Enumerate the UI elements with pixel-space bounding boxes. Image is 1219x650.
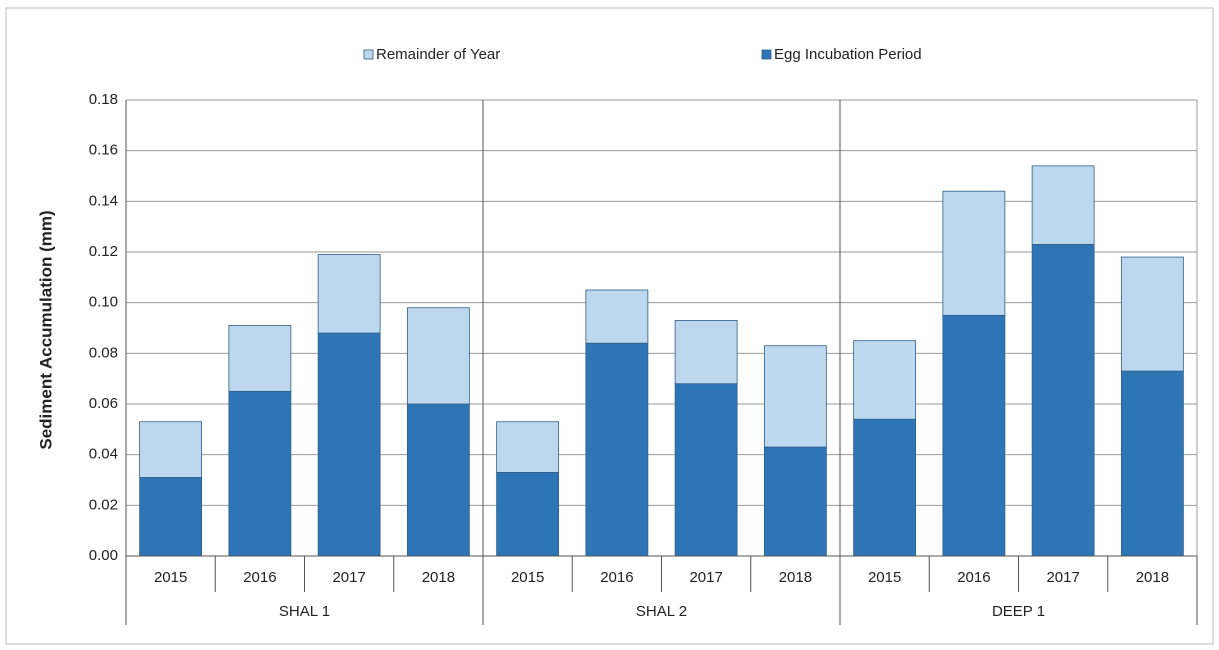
y-tick-label: 0.06 (89, 395, 118, 412)
y-tick-label: 0.00 (89, 547, 118, 564)
bar-segment (406, 403, 470, 557)
bar-segment (942, 190, 1006, 316)
legend-label: Egg Incubation Period (774, 46, 922, 63)
bar-segment (496, 471, 560, 557)
y-tick-label: 0.10 (89, 294, 118, 311)
x-tick-label: 2016 (957, 569, 990, 586)
bar-segment (763, 345, 827, 448)
x-tick-label: 2017 (332, 569, 365, 586)
bar-segment (139, 477, 203, 557)
legend-label: Remainder of Year (376, 46, 500, 63)
x-tick-label: 2016 (600, 569, 633, 586)
y-tick-label: 0.12 (89, 243, 118, 260)
x-tick-label: 2016 (243, 569, 276, 586)
bar-segment (853, 418, 917, 557)
bar-segment (585, 289, 649, 344)
y-tick-label: 0.04 (89, 446, 118, 463)
x-tick-label: 2018 (1136, 569, 1169, 586)
y-tick-label: 0.08 (89, 344, 118, 361)
bar-segment (317, 254, 381, 334)
group-label: SHAL 2 (636, 603, 687, 620)
y-tick-label: 0.18 (89, 91, 118, 108)
bar-segment (139, 421, 203, 478)
legend-swatch (761, 49, 772, 60)
bar-segment (228, 390, 292, 557)
bar-segment (853, 340, 917, 420)
y-tick-label: 0.14 (89, 192, 118, 209)
x-tick-label: 2018 (422, 569, 455, 586)
bar-segment (763, 446, 827, 557)
bar-segment (1120, 256, 1184, 372)
bar-segment (317, 332, 381, 557)
bar-segment (1120, 370, 1184, 557)
y-tick-label: 0.16 (89, 142, 118, 159)
bar-segment (674, 319, 738, 385)
x-tick-label: 2015 (511, 569, 544, 586)
x-tick-label: 2018 (779, 569, 812, 586)
bar-segment (228, 325, 292, 392)
frame (5, 7, 1214, 645)
group-label: SHAL 1 (279, 603, 330, 620)
y-axis-label: Sediment Accumulation (mm) (36, 210, 55, 449)
y-tick-label: 0.02 (89, 496, 118, 513)
bar-segment (585, 342, 649, 557)
x-tick-label: 2017 (689, 569, 722, 586)
bar-segment (674, 383, 738, 557)
x-tick-label: 2017 (1046, 569, 1079, 586)
bar-segment (496, 421, 560, 473)
bar-segment (1031, 243, 1095, 557)
bar-segment (942, 314, 1006, 557)
x-tick-label: 2015 (868, 569, 901, 586)
bar-segment (1031, 165, 1095, 245)
group-label: DEEP 1 (992, 603, 1045, 620)
x-tick-label: 2015 (154, 569, 187, 586)
bar-segment (406, 307, 470, 405)
legend-swatch (363, 49, 374, 60)
